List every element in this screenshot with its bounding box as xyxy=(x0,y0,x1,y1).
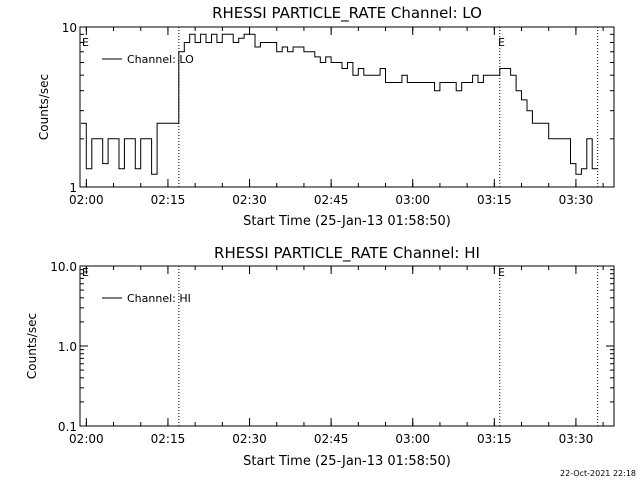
y-tick-label: 10 xyxy=(62,21,77,35)
y-tick-label: 10.0 xyxy=(50,260,77,274)
hi-x-axis-label: Start Time (25-Jan-13 01:58:50) xyxy=(243,454,451,469)
lo-plot-frame xyxy=(79,26,615,188)
hi-x-ticks: 02:00 02:15 02:30 02:45 03:00 03:15 03:30 xyxy=(69,266,604,446)
lo-edge-marker-right: E xyxy=(498,36,505,49)
hi-edge-marker-left: E xyxy=(82,266,89,279)
lo-x-axis-label: Start Time (25-Jan-13 01:58:50) xyxy=(243,214,451,229)
lo-x-ticks: 02:00 02:15 02:30 02:45 03:00 03:15 03:30 xyxy=(69,27,604,207)
y-tick-label: 1.0 xyxy=(58,340,77,354)
hi-channel-panel: RHESSI PARTICLE_RATE Channel: HI 02:00 02… xyxy=(25,244,615,469)
lo-y-ticks: 1 10 xyxy=(62,21,614,195)
hi-event-markers xyxy=(178,266,599,426)
x-tick-label: 03:30 xyxy=(559,193,594,207)
x-tick-label: 02:15 xyxy=(151,193,186,207)
x-tick-label: 02:15 xyxy=(151,432,186,446)
x-tick-label: 02:30 xyxy=(232,432,267,446)
x-tick-label: 03:00 xyxy=(395,193,430,207)
x-tick-label: 02:45 xyxy=(314,432,349,446)
x-tick-label: 03:00 xyxy=(395,432,430,446)
x-tick-label: 02:00 xyxy=(69,193,104,207)
x-tick-label: 02:30 xyxy=(232,193,267,207)
lo-event-markers xyxy=(178,27,599,187)
lo-y-axis-label: Counts/sec xyxy=(37,74,51,140)
x-tick-label: 03:15 xyxy=(477,193,512,207)
x-tick-label: 03:15 xyxy=(477,432,512,446)
y-tick-label: 0.1 xyxy=(58,420,77,434)
hi-y-ticks: 0.1 1.0 10.0 xyxy=(50,260,614,434)
x-tick-label: 02:00 xyxy=(69,432,104,446)
y-tick-label: 1 xyxy=(69,181,77,195)
hi-y-axis-label: Counts/sec xyxy=(25,313,39,379)
lo-edge-marker-left: E xyxy=(82,36,89,49)
x-tick-label: 03:30 xyxy=(559,432,594,446)
lo-series-line xyxy=(80,33,598,175)
hi-plot-frame xyxy=(79,265,615,427)
hi-edge-marker-right: E xyxy=(498,266,505,279)
hi-legend-label: Channel: HI xyxy=(127,292,191,305)
lo-legend-label: Channel: LO xyxy=(127,53,194,66)
footer-timestamp: 22-Oct-2021 22:18 xyxy=(560,469,636,478)
lo-channel-panel: RHESSI PARTICLE_RATE Channel: LO 02:00 02… xyxy=(37,4,615,229)
lo-chart-title: RHESSI PARTICLE_RATE Channel: LO xyxy=(212,4,482,23)
hi-chart-title: RHESSI PARTICLE_RATE Channel: HI xyxy=(214,244,480,263)
x-tick-label: 02:45 xyxy=(314,193,349,207)
